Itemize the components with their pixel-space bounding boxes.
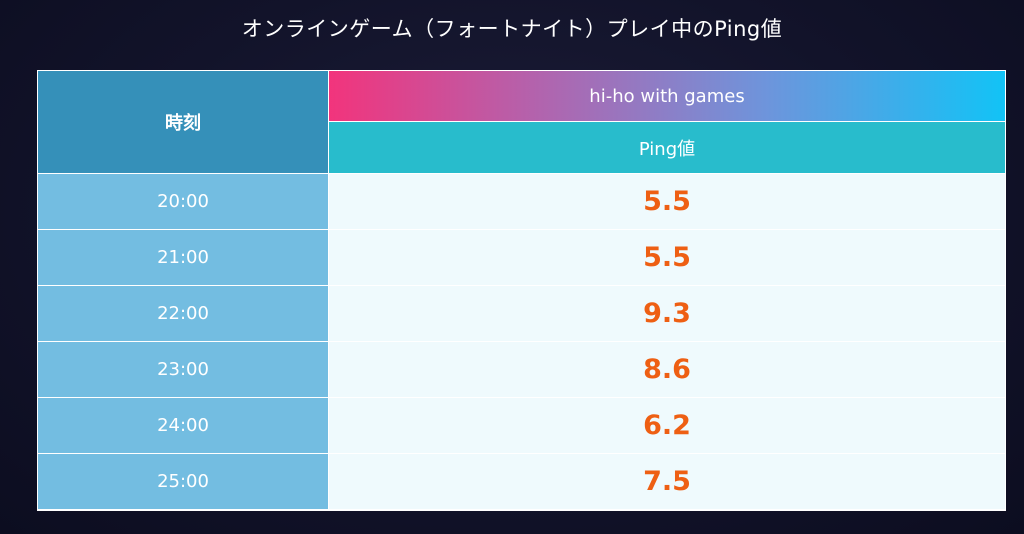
time-cell: 22:00 <box>38 286 328 341</box>
ping-column-header: Ping値 <box>329 122 1005 173</box>
page-title: オンラインゲーム（フォートナイト）プレイ中のPing値 <box>241 17 783 41</box>
time-cell: 23:00 <box>38 342 328 397</box>
ping-value-cell: 9.3 <box>329 286 1005 341</box>
ping-value-cell: 5.5 <box>329 230 1005 285</box>
ping-value-cell: 5.5 <box>329 174 1005 229</box>
time-cell: 25:00 <box>38 454 328 509</box>
time-cell: 20:00 <box>38 174 328 229</box>
time-column-header: 時刻 <box>38 71 328 173</box>
time-cell: 21:00 <box>38 230 328 285</box>
time-cell: 24:00 <box>38 398 328 453</box>
ping-value-cell: 6.2 <box>329 398 1005 453</box>
ping-table: 時刻 hi-ho with games Ping値 20:00 5.5 21:00 5… <box>37 70 1006 511</box>
ping-value-cell: 8.6 <box>329 342 1005 397</box>
provider-column-header: hi-ho with games <box>329 71 1005 121</box>
ping-value-cell: 7.5 <box>329 454 1005 509</box>
